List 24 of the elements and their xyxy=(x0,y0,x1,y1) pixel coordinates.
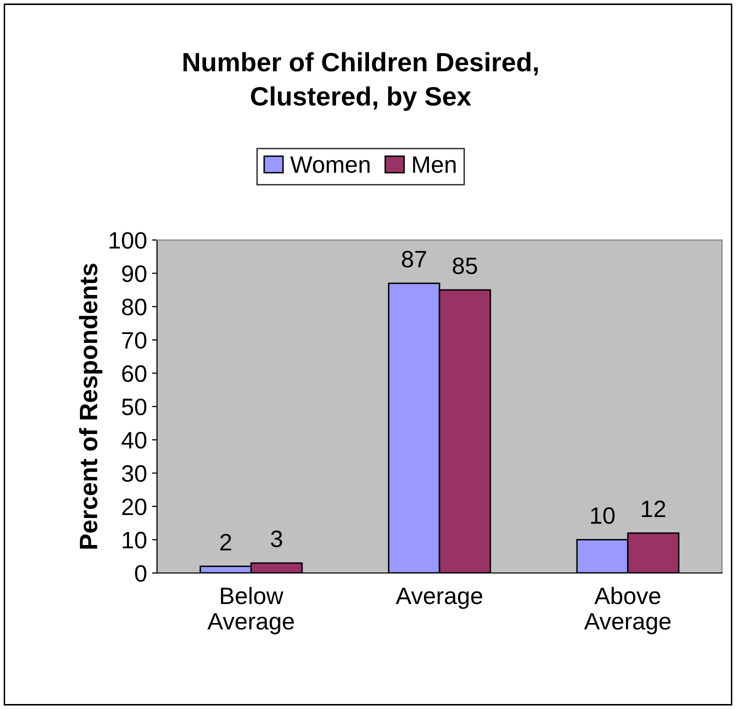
chart-title: Number of Children Desired, Clustered, by Sex xyxy=(184,52,538,111)
legend-label: Men xyxy=(413,156,456,173)
data-label: 10 xyxy=(591,507,615,524)
y-tick-label: 30 xyxy=(122,465,146,482)
data-label: 12 xyxy=(642,500,666,518)
data-label: 85 xyxy=(452,257,478,274)
data-label: 2 xyxy=(220,534,232,550)
y-tick-label: 0 xyxy=(135,565,146,582)
x-tick-label: Average xyxy=(396,588,482,609)
y-tick-label: 20 xyxy=(122,498,146,516)
y-tick-label: 60 xyxy=(122,365,146,382)
data-label: 87 xyxy=(402,250,426,268)
y-tick-label: 10 xyxy=(122,532,146,548)
legend-label: Women xyxy=(290,156,370,173)
x-tick-label: Below Average xyxy=(207,586,294,634)
y-tick-label: 90 xyxy=(122,265,146,282)
y-tick-label: 40 xyxy=(122,432,146,449)
y-tick-label: 50 xyxy=(122,398,146,416)
y-tick-label: 70 xyxy=(122,332,146,349)
x-tick-label: Above Average xyxy=(584,586,671,634)
data-label: 3 xyxy=(270,530,282,548)
y-axis-title: Percent of Respondents xyxy=(79,264,102,549)
y-tick-label: 100 xyxy=(110,232,146,249)
y-tick-label: 80 xyxy=(122,298,146,316)
